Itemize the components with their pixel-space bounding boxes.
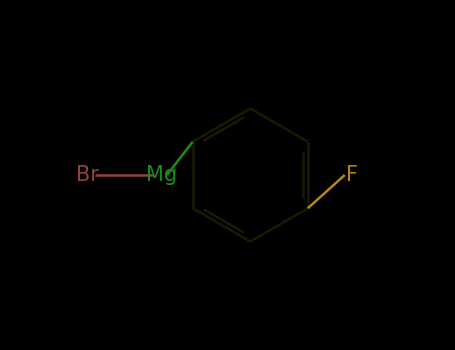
- Text: Br: Br: [76, 165, 99, 185]
- Text: F: F: [346, 165, 358, 185]
- Text: Mg: Mg: [146, 165, 177, 185]
